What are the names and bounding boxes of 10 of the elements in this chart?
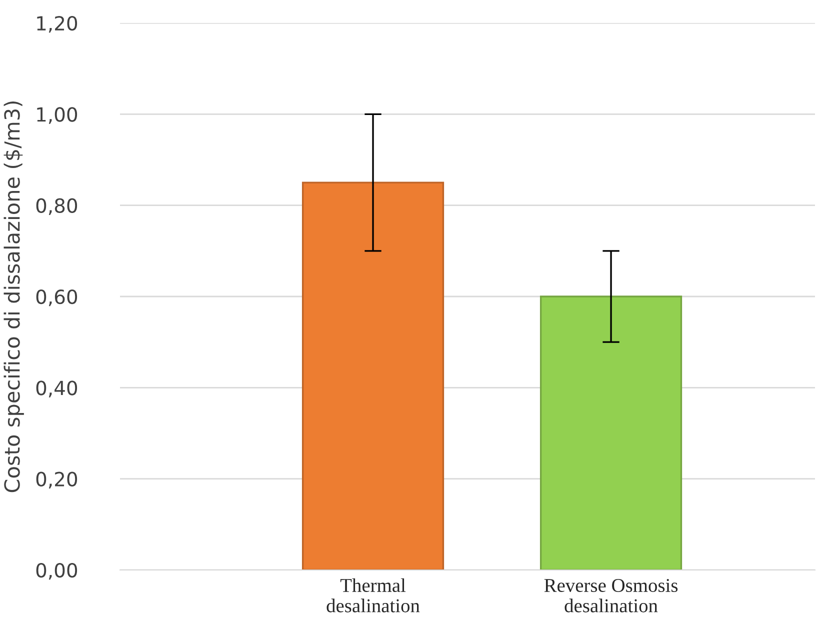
- y-axis-title: Costo specifico di dissalazione ($/m3): [4, 101, 24, 492]
- y-tick-label: 1,00: [37, 107, 78, 124]
- y-tick-label: 0,40: [36, 380, 78, 398]
- y-tick-label: 0,00: [36, 562, 78, 580]
- x-tick-label: Reverse Osmosis desalination: [544, 578, 678, 612]
- y-tick-label: 0,20: [36, 472, 78, 488]
- x-tick-label: Thermal desalination: [326, 578, 420, 612]
- y-tick-label: 0,60: [36, 289, 78, 306]
- y-tick-label: 0,80: [36, 198, 78, 215]
- y-tick-label: 1,20: [37, 16, 78, 33]
